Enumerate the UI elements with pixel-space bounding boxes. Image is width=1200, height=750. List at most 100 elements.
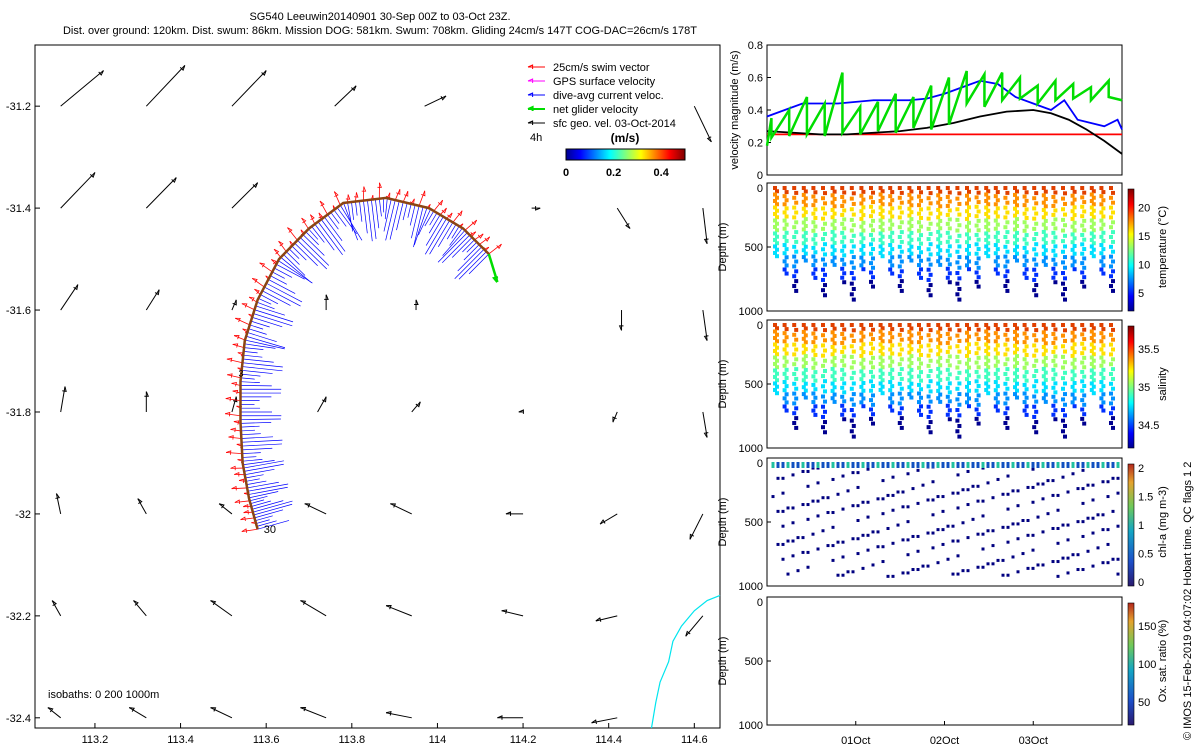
profile-marker	[965, 392, 969, 397]
profile-marker	[993, 371, 998, 376]
profile-marker	[784, 392, 789, 397]
profile-marker	[813, 335, 818, 340]
profile-marker	[840, 230, 845, 235]
profile-marker	[1099, 226, 1104, 231]
profile-marker	[1003, 254, 1008, 259]
profile-marker	[773, 329, 777, 334]
chl-marker	[891, 574, 895, 578]
profile-marker	[955, 196, 960, 201]
profile-marker	[936, 237, 941, 242]
profile-marker	[899, 357, 904, 362]
chl-marker	[976, 499, 980, 503]
profile-marker	[955, 249, 960, 254]
profile-marker	[938, 233, 943, 238]
profile-marker	[851, 212, 856, 217]
profile-marker	[773, 250, 777, 255]
swim-vector-head	[225, 396, 232, 402]
profile-marker	[955, 429, 960, 434]
profile-marker	[1109, 342, 1113, 347]
profile-marker	[897, 342, 902, 347]
profile-marker	[821, 323, 825, 327]
profile-marker	[1111, 367, 1115, 372]
profile-marker	[813, 412, 818, 417]
chl-marker	[841, 540, 845, 544]
profile-marker	[928, 252, 933, 257]
dive-avg-current-vector	[378, 198, 382, 217]
profile-marker	[1034, 231, 1039, 236]
profile-marker	[813, 370, 818, 375]
sfc-current-arrow-head	[385, 711, 392, 716]
profile-marker	[861, 236, 866, 241]
profile-marker	[965, 193, 969, 198]
profile-marker	[1111, 249, 1115, 254]
profile-marker	[974, 379, 979, 384]
profile-marker	[1061, 228, 1065, 233]
profile-marker	[861, 259, 866, 264]
profile-marker	[899, 347, 904, 352]
chl-marker	[981, 499, 985, 503]
profile-marker	[1070, 224, 1075, 229]
profile-marker	[1041, 222, 1046, 227]
profile-marker	[1099, 404, 1104, 409]
profile-marker	[986, 365, 991, 370]
map-xtick-label: 113.2	[82, 734, 109, 746]
profile-marker	[897, 254, 902, 259]
profile-marker	[899, 327, 904, 332]
profile-marker	[957, 212, 962, 217]
profile-marker	[1080, 388, 1085, 393]
depth-ytick-label: 1000	[739, 306, 763, 318]
profile-marker	[1072, 350, 1077, 355]
profile-marker	[974, 407, 979, 412]
profile-marker	[849, 365, 854, 370]
colorbar-tick-label: 0.2	[606, 167, 621, 179]
profile-marker	[1089, 237, 1094, 242]
profile-marker	[1024, 198, 1029, 203]
profile-marker	[1070, 346, 1075, 351]
profile-marker	[888, 380, 893, 385]
profile-marker	[919, 387, 923, 392]
chl-surface-marker	[791, 462, 795, 468]
profile-marker	[928, 338, 933, 343]
profile-marker	[909, 367, 914, 372]
profile-marker	[801, 329, 806, 334]
profile-marker	[1022, 186, 1027, 190]
chl-marker	[941, 495, 945, 499]
dive-avg-current-vector	[274, 267, 293, 278]
profile-marker	[945, 257, 950, 262]
profile-marker	[1005, 416, 1010, 421]
profile-marker	[928, 420, 933, 425]
profile-marker	[945, 323, 950, 327]
dive-avg-current-vector	[244, 347, 264, 350]
profile-marker	[1024, 412, 1029, 417]
chl-marker	[916, 534, 920, 538]
profile-marker	[1032, 343, 1037, 348]
profile-marker	[775, 202, 779, 207]
profile-marker	[1034, 420, 1039, 425]
profile-marker	[1063, 191, 1067, 196]
chl-marker	[816, 499, 820, 503]
profile-marker	[995, 408, 1000, 413]
profile-marker	[832, 363, 837, 368]
profile-marker	[1013, 234, 1017, 239]
profile-marker	[938, 189, 943, 194]
profile-marker	[890, 392, 895, 397]
profile-marker	[995, 247, 1000, 252]
chl-surface-marker	[916, 462, 920, 468]
profile-marker	[899, 386, 904, 391]
profile-marker	[1109, 372, 1113, 377]
profile-marker	[976, 337, 981, 342]
profile-marker	[1072, 220, 1077, 225]
profile-marker	[813, 250, 818, 255]
profile-marker	[888, 267, 893, 272]
profile-marker	[859, 323, 864, 327]
profile-marker	[907, 350, 912, 355]
chl-surface-marker	[1016, 462, 1020, 468]
profile-marker	[909, 196, 914, 201]
dive-avg-current-vector	[255, 515, 273, 522]
profile-marker	[976, 218, 981, 223]
profile-marker	[897, 186, 902, 190]
profile-marker	[1089, 198, 1094, 203]
profile-marker	[1005, 425, 1010, 430]
sfc-current-arrow-head	[440, 95, 447, 101]
profile-marker	[1032, 404, 1037, 409]
